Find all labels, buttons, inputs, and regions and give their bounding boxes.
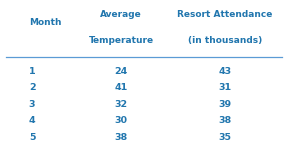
Text: Month: Month xyxy=(29,18,61,27)
Text: 35: 35 xyxy=(218,133,231,142)
Text: 31: 31 xyxy=(218,84,231,92)
Text: 24: 24 xyxy=(114,67,128,76)
Text: Resort Attendance: Resort Attendance xyxy=(177,10,272,19)
Text: 30: 30 xyxy=(114,116,128,125)
Text: 43: 43 xyxy=(218,67,231,76)
Text: 39: 39 xyxy=(218,100,231,109)
Text: 2: 2 xyxy=(29,84,35,92)
Text: 41: 41 xyxy=(114,84,128,92)
Text: 3: 3 xyxy=(29,100,35,109)
Text: (in thousands): (in thousands) xyxy=(187,36,262,45)
Text: 1: 1 xyxy=(29,67,35,76)
Text: 38: 38 xyxy=(114,133,128,142)
Text: 38: 38 xyxy=(218,116,231,125)
Text: 4: 4 xyxy=(29,116,35,125)
Text: Temperature: Temperature xyxy=(88,36,154,45)
Text: 32: 32 xyxy=(114,100,128,109)
Text: 5: 5 xyxy=(29,133,35,142)
Text: Average: Average xyxy=(100,10,142,19)
